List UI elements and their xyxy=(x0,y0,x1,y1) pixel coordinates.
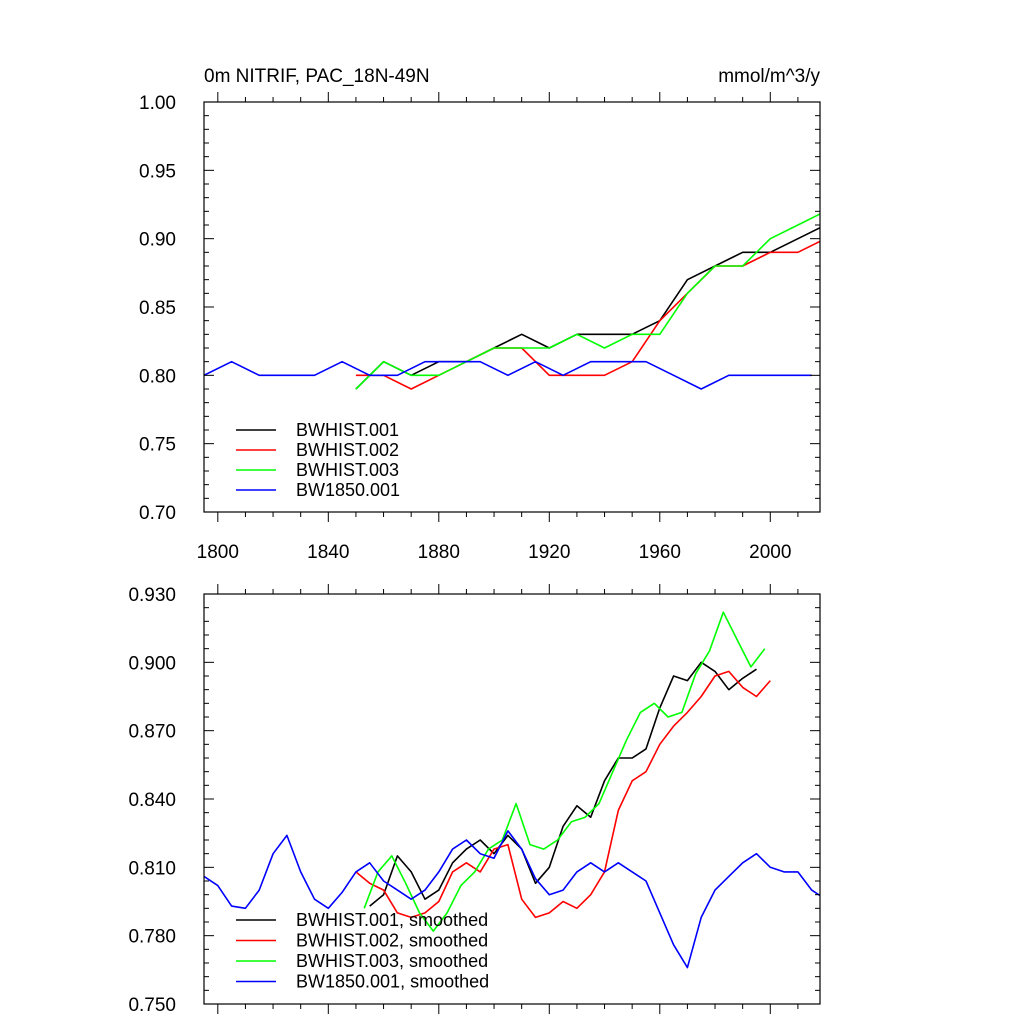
top-y-tick-label: 1.00 xyxy=(139,93,176,114)
bottom-y-tick-label: 0.750 xyxy=(128,995,176,1016)
top-legend-label-3: BWHIST.003 xyxy=(296,460,399,480)
bottom-series-line-2 xyxy=(355,670,771,919)
top-y-tick-label: 0.75 xyxy=(139,435,176,456)
top-x-tick-label: 1960 xyxy=(639,542,681,563)
bottom-y-tick-label: 0.870 xyxy=(128,722,176,743)
bottom-legend-label-2: BWHIST.002, smoothed xyxy=(296,931,488,951)
top-y-tick-label: 0.95 xyxy=(139,161,176,182)
top-y-tick-label: 0.90 xyxy=(139,230,176,251)
top-series-line-3 xyxy=(355,213,820,390)
bottom-series-line-1 xyxy=(369,661,757,907)
bottom-legend-label-3: BWHIST.003, smoothed xyxy=(296,951,488,971)
bottom-series-line-4 xyxy=(204,830,820,969)
top-y-tick-label: 0.80 xyxy=(139,366,176,387)
top-legend-label-4: BW1850.001 xyxy=(296,480,400,500)
bottom-y-tick-label: 0.900 xyxy=(128,653,176,674)
bottom-panel: 0.750 0.780 0.810 0.840 0.870 0.900 0.930 BWHIS… xyxy=(128,584,821,1016)
bottom-y-tick-label: 0.810 xyxy=(128,858,176,879)
top-legend-label-2: BWHIST.002 xyxy=(296,440,399,460)
top-x-tick-label: 2000 xyxy=(749,542,791,563)
bottom-y-tick-label: 0.930 xyxy=(128,585,176,606)
top-chart-units: mmol/m^3/y xyxy=(718,66,820,87)
top-y-tick-label: 0.85 xyxy=(139,298,176,319)
bottom-legend-label-4: BW1850.001, smoothed xyxy=(296,972,489,992)
top-series-line-4 xyxy=(204,360,812,390)
bottom-series-group xyxy=(204,611,820,969)
top-x-tick-label: 1840 xyxy=(307,542,349,563)
bottom-y-tick-label: 0.780 xyxy=(128,927,176,948)
top-chart-title: 0m NITRIF, PAC_18N-49N xyxy=(204,66,430,87)
bottom-series-line-3 xyxy=(363,611,766,932)
bottom-y-tick-label: 0.840 xyxy=(128,790,176,811)
top-x-tick-label: 1800 xyxy=(197,542,239,563)
top-y-tick-label: 0.70 xyxy=(139,503,176,524)
top-x-tick-label: 1920 xyxy=(528,542,570,563)
top-x-tick-label: 1880 xyxy=(418,542,460,563)
bottom-legend-label-1: BWHIST.001, smoothed xyxy=(296,910,488,930)
top-legend-label-1: BWHIST.001 xyxy=(296,420,399,440)
top-series-group xyxy=(204,213,820,390)
top-panel: 1800 1840 1880 1920 1960 2000 0.70 0.75 0.80 0.85… xyxy=(139,92,821,563)
